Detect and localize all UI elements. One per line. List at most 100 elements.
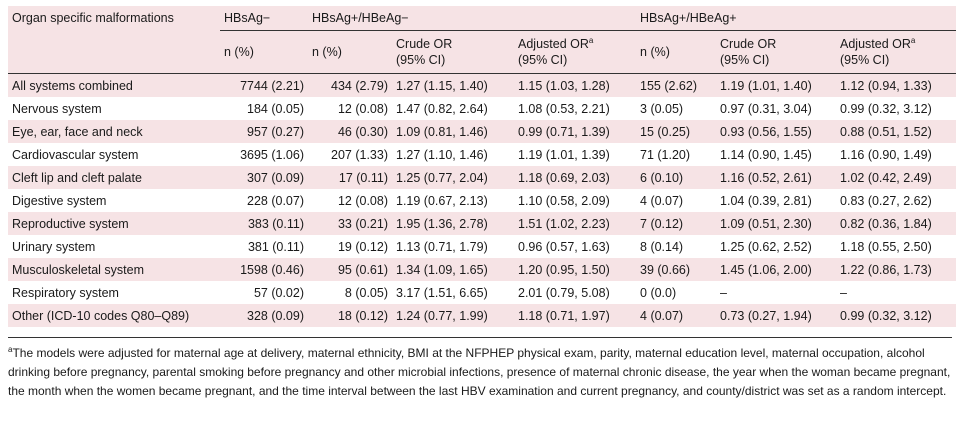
table-row: Musculoskeletal system 1598 (0.46) 95 (0… [8,258,957,281]
footnote-divider [8,337,952,338]
cell-organ: Cardiovascular system [8,143,220,166]
cell-pp-crude: 0.93 (0.56, 1.55) [716,120,837,143]
cell-pn-adj: 1.19 (1.01, 1.39) [514,143,637,166]
cell-neg-n: 3695 (1.06) [220,143,308,166]
cell-pp-adj: 0.88 (0.51, 1.52) [836,120,957,143]
cell-pn-n: 95 (0.61) [308,258,392,281]
header-row-columns: n (%) n (%) Crude OR (95% CI) Adjusted OR… [8,30,957,74]
cell-neg-n: 7744 (2.21) [220,73,308,97]
cell-organ: Nervous system [8,97,220,120]
cell-pp-adj: 1.16 (0.90, 1.49) [836,143,957,166]
cell-pp-adj: 1.18 (0.55, 2.50) [836,235,957,258]
footnote-marker: a [910,35,916,45]
cell-pp-adj: 1.02 (0.42, 2.49) [836,166,957,189]
cell-organ: Respiratory system [8,281,220,304]
cell-pp-n: 155 (2.62) [636,73,717,97]
cell-pn-n: 12 (0.08) [308,189,392,212]
cell-pn-n: 207 (1.33) [308,143,392,166]
cell-pn-crude: 1.47 (0.82, 2.64) [392,97,514,120]
footnote-text: The models were adjusted for maternal ag… [8,346,951,398]
table-footnote: aThe models were adjusted for maternal a… [8,344,952,401]
cell-pp-n: 0 (0.0) [636,281,717,304]
cell-pn-crude: 3.17 (1.51, 6.65) [392,281,514,304]
cell-pp-n: 4 (0.07) [636,189,717,212]
cell-pp-adj: 1.12 (0.94, 1.33) [836,73,957,97]
cell-pp-crude: – [716,281,837,304]
header-blank [8,30,220,74]
cell-pp-n: 8 (0.14) [636,235,717,258]
cell-neg-n: 307 (0.09) [220,166,308,189]
cell-pn-n: 46 (0.30) [308,120,392,143]
cell-pn-n: 33 (0.21) [308,212,392,235]
cell-pn-adj: 0.99 (0.71, 1.39) [514,120,637,143]
cell-pp-n: 4 (0.07) [636,304,717,327]
cell-pn-crude: 1.13 (0.71, 1.79) [392,235,514,258]
header-group-hbsag-neg: HBsAg− [220,6,308,31]
cell-organ: Musculoskeletal system [8,258,220,281]
table-row: Cleft lip and cleft palate 307 (0.09) 17… [8,166,957,189]
cell-pp-adj: – [836,281,957,304]
cell-pn-crude: 1.95 (1.36, 2.78) [392,212,514,235]
cell-pp-crude: 1.45 (1.06, 2.00) [716,258,837,281]
cell-pp-n: 3 (0.05) [636,97,717,120]
cell-pn-adj: 2.01 (0.79, 5.08) [514,281,637,304]
table-row: Respiratory system 57 (0.02) 8 (0.05) 3.… [8,281,957,304]
cell-pp-crude: 1.14 (0.90, 1.45) [716,143,837,166]
header-crude-or: Crude OR (95% CI) [716,30,837,74]
cell-neg-n: 328 (0.09) [220,304,308,327]
cell-pn-n: 19 (0.12) [308,235,392,258]
cell-pn-crude: 1.34 (1.09, 1.65) [392,258,514,281]
header-adjusted-or: Adjusted ORa (95% CI) [836,30,957,74]
cell-pn-adj: 1.18 (0.71, 1.97) [514,304,637,327]
cell-pn-n: 17 (0.11) [308,166,392,189]
cell-pp-adj: 0.99 (0.32, 3.12) [836,97,957,120]
cell-organ: Eye, ear, face and neck [8,120,220,143]
cell-organ: Other (ICD-10 codes Q80–Q89) [8,304,220,327]
cell-pp-adj: 0.82 (0.36, 1.84) [836,212,957,235]
cell-pp-n: 71 (1.20) [636,143,717,166]
cell-neg-n: 57 (0.02) [220,281,308,304]
cell-neg-n: 1598 (0.46) [220,258,308,281]
cell-pn-adj: 1.20 (0.95, 1.50) [514,258,637,281]
cell-pn-crude: 1.19 (0.67, 2.13) [392,189,514,212]
cell-neg-n: 184 (0.05) [220,97,308,120]
table-row: Other (ICD-10 codes Q80–Q89) 328 (0.09) … [8,304,957,327]
header-n-pct: n (%) [308,30,392,74]
cell-pp-crude: 0.97 (0.31, 3.04) [716,97,837,120]
cell-pp-crude: 1.25 (0.62, 2.52) [716,235,837,258]
cell-pn-crude: 1.25 (0.77, 2.04) [392,166,514,189]
cell-pn-n: 12 (0.08) [308,97,392,120]
cell-neg-n: 381 (0.11) [220,235,308,258]
cell-pn-crude: 1.24 (0.77, 1.99) [392,304,514,327]
cell-pn-adj: 1.18 (0.69, 2.03) [514,166,637,189]
table-row: Reproductive system 383 (0.11) 33 (0.21)… [8,212,957,235]
cell-pn-crude: 1.09 (0.81, 1.46) [392,120,514,143]
header-ci-label: (95% CI) [518,53,568,67]
table-row: Digestive system 228 (0.07) 12 (0.08) 1.… [8,189,957,212]
cell-pp-crude: 1.04 (0.39, 2.81) [716,189,837,212]
table-row: Urinary system 381 (0.11) 19 (0.12) 1.13… [8,235,957,258]
footnote-mark: a [8,345,13,354]
cell-pn-n: 18 (0.12) [308,304,392,327]
cell-pp-crude: 1.09 (0.51, 2.30) [716,212,837,235]
cell-organ: Urinary system [8,235,220,258]
cell-pp-adj: 0.99 (0.32, 3.12) [836,304,957,327]
header-crude-or-label: Crude OR [396,37,453,51]
cell-organ: Digestive system [8,189,220,212]
cell-pn-crude: 1.27 (1.15, 1.40) [392,73,514,97]
cell-pp-crude: 0.73 (0.27, 1.94) [716,304,837,327]
cell-pn-adj: 1.08 (0.53, 2.21) [514,97,637,120]
cell-organ: All systems combined [8,73,220,97]
cell-pn-n: 434 (2.79) [308,73,392,97]
header-adjusted-or-label: Adjusted OR [840,37,911,51]
cell-neg-n: 383 (0.11) [220,212,308,235]
cell-pn-crude: 1.27 (1.10, 1.46) [392,143,514,166]
header-group-hbsag-pos-hbeag-neg: HBsAg+/HBeAg− [308,6,637,31]
header-row-groups: Organ specific malformations HBsAg− HBsA… [8,6,957,31]
cell-neg-n: 228 (0.07) [220,189,308,212]
header-group-hbsag-pos-hbeag-pos: HBsAg+/HBeAg+ [636,6,957,31]
cell-pn-n: 8 (0.05) [308,281,392,304]
cell-pp-n: 6 (0.10) [636,166,717,189]
table-row: Cardiovascular system 3695 (1.06) 207 (1… [8,143,957,166]
